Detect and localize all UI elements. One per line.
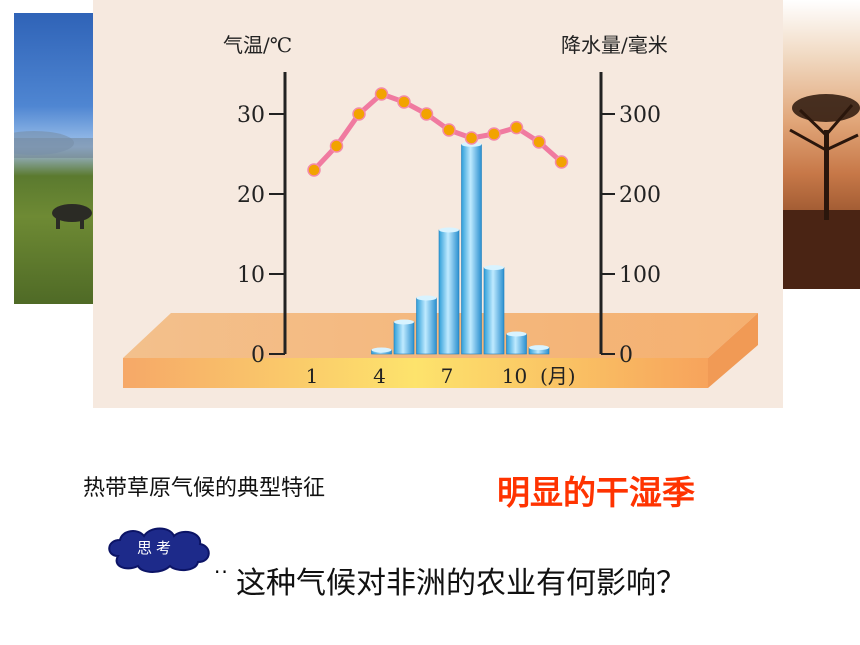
chart-base-side [708, 313, 758, 388]
temp-point-month-2 [329, 139, 344, 153]
caption-dry-wet-season: 明显的干湿季 [497, 473, 695, 512]
right-tick-label-2: 200 [619, 183, 661, 208]
temp-point-month-5 [397, 95, 411, 109]
right-tick-label-1: 100 [619, 263, 661, 288]
x-axis-unit: (月) [540, 364, 576, 388]
climate-chart: 气温/℃ 降水量/毫米 0 10 20 30 0 100 200 300 1 4 7 10 (月) [123, 33, 758, 388]
precip-bar-month-8 [461, 144, 482, 355]
precip-bar-month-5 [393, 321, 415, 355]
caption-typical-features: 热带草原气候的典型特征 [83, 476, 326, 501]
temp-point-month-6 [419, 107, 434, 121]
left-axis-label: 气温/℃ [223, 33, 292, 57]
precip-bar-cap-month-5 [394, 319, 414, 325]
precip-bar-cap-month-11 [529, 345, 549, 351]
left-tick-label-3: 30 [237, 103, 265, 128]
temperature-line [307, 87, 569, 177]
left-tick-label-2: 20 [237, 183, 265, 208]
temp-point-month-9 [487, 127, 501, 141]
precip-bar-cap-month-7 [439, 227, 459, 233]
climate-chart-panel: 气温/℃ 降水量/毫米 0 10 20 30 0 100 200 300 1 4 7 10 (月) [93, 0, 783, 408]
x-tick-label-2: 7 [441, 364, 454, 388]
right-axis-label: 降水量/毫米 [561, 33, 668, 57]
chart-base-front [123, 358, 708, 388]
right-tick-label-0: 0 [619, 343, 633, 368]
acacia-scene-right [780, 94, 860, 289]
temp-point-month-11 [532, 135, 546, 149]
savanna-photo-right [780, 0, 860, 289]
temp-point-month-3 [352, 107, 366, 121]
temperature-polyline [312, 91, 564, 172]
think-label: 思考 [136, 539, 175, 557]
precip-bar-cap-month-6 [416, 295, 437, 301]
temp-point-month-7 [442, 123, 456, 137]
left-tick-label-0: 0 [251, 343, 265, 368]
think-dots: ·· [214, 560, 229, 584]
x-tick-label-3: 10 [502, 364, 527, 388]
think-cloud-badge [108, 527, 210, 573]
temp-point-month-1 [307, 163, 321, 177]
temp-point-month-12 [554, 155, 569, 169]
precip-bar-cap-month-10 [506, 331, 527, 337]
think-question: 这种气候对非洲的农业有何影响？ [236, 566, 686, 601]
right-tick-group: 0 100 200 300 [601, 103, 661, 368]
left-tick-label-1: 10 [237, 263, 265, 288]
left-tick-group: 0 10 20 30 [237, 103, 285, 368]
precipitation-bars [371, 141, 550, 355]
temp-point-month-10 [509, 120, 524, 135]
right-tick-label-3: 300 [619, 103, 661, 128]
savanna-photo-left [14, 13, 94, 304]
x-tick-label-0: 1 [306, 364, 319, 388]
precip-bar-month-6 [416, 297, 437, 355]
x-tick-group: 1 4 7 10 (月) [306, 364, 576, 388]
temp-point-month-8 [464, 131, 479, 145]
savanna-scene-left [14, 131, 94, 229]
precip-bar-cap-month-4 [371, 347, 392, 353]
precip-bar-month-10 [506, 333, 527, 355]
temp-point-month-4 [374, 87, 389, 101]
precip-bar-cap-month-9 [484, 265, 504, 271]
x-tick-label-1: 4 [373, 364, 386, 388]
precip-bar-month-7 [438, 229, 460, 355]
precip-bar-month-9 [483, 267, 505, 355]
